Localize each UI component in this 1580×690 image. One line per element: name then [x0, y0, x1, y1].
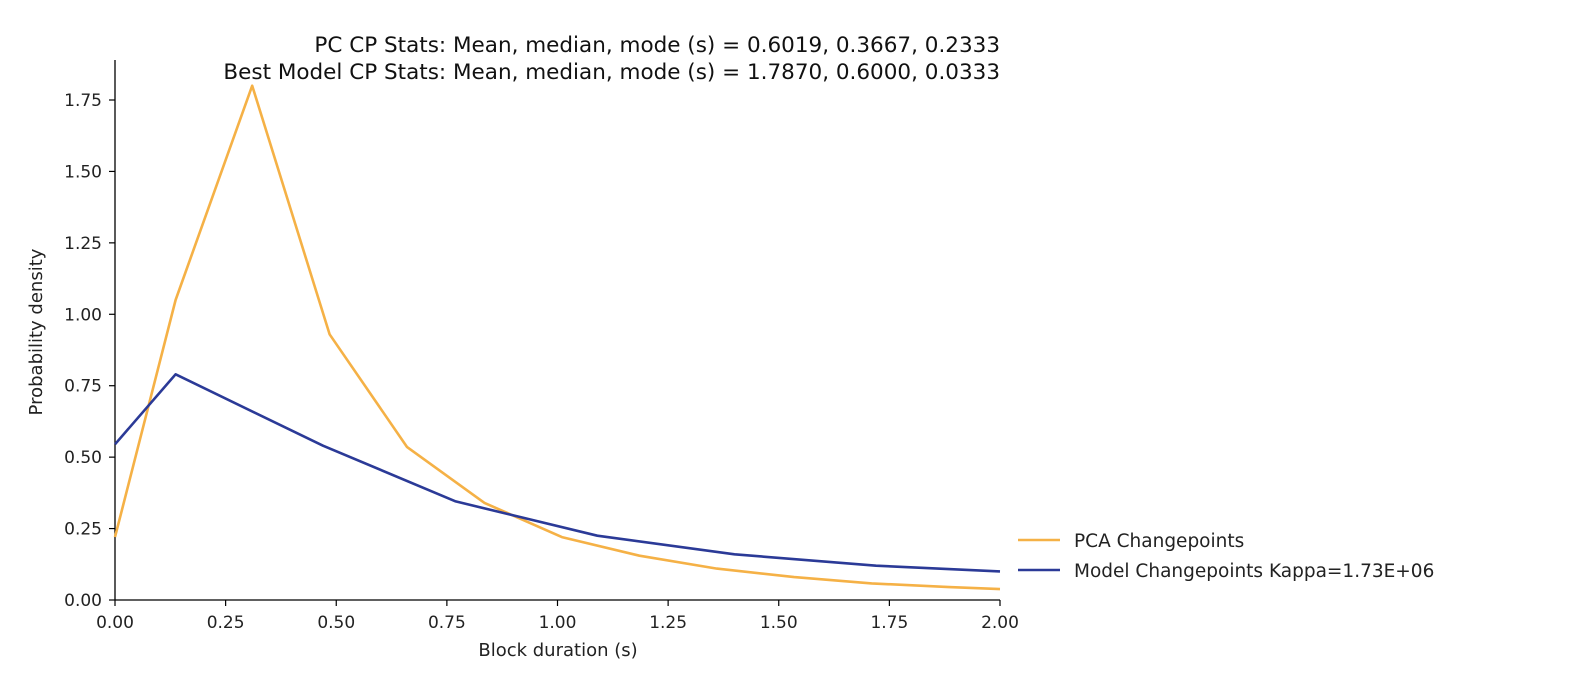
x-tick-label: 1.75 [870, 613, 908, 633]
x-tick-label: 0.25 [207, 613, 245, 633]
x-tick-label: 0.50 [317, 613, 355, 633]
x-tick-label: 0.75 [428, 613, 466, 633]
series-line-2 [114, 372, 1001, 573]
x-tick-label: 1.00 [539, 613, 577, 633]
y-axis-label: Probability density [26, 248, 47, 415]
y-tick-label: 1.00 [64, 305, 102, 325]
y-tick-label: 1.25 [64, 234, 102, 254]
x-tick-label: 0.00 [96, 613, 134, 633]
y-tick-label: 0.50 [64, 448, 102, 468]
y-tick-label: 0.25 [64, 520, 102, 540]
x-tick-label: 2.00 [981, 613, 1019, 633]
title-line-2: Best Model CP Stats: Mean, median, mode … [223, 60, 1000, 85]
y-tick-label: 0.00 [64, 591, 102, 611]
title-line-1: PC CP Stats: Mean, median, mode (s) = 0.… [314, 33, 1000, 58]
chart-title: PC CP Stats: Mean, median, mode (s) = 0.… [223, 33, 1000, 85]
y-tick-label: 0.75 [64, 377, 102, 397]
legend-label-1: PCA Changepoints [1074, 531, 1244, 552]
legend: PCA Changepoints Model Changepoints Kappa… [1018, 531, 1434, 582]
y-tick-label: 1.50 [64, 162, 102, 182]
y-tick-label: 1.75 [64, 91, 102, 111]
legend-label-2: Model Changepoints Kappa=1.73E+06 [1074, 561, 1434, 582]
x-axis-label: Block duration (s) [478, 640, 637, 661]
plot-area: 0.00 0.25 0.50 0.75 1.00 1.25 1.50 1.75 2.00 0.00… [64, 60, 1019, 633]
x-tick-label: 1.50 [760, 613, 798, 633]
series-line-1 [113, 84, 1001, 591]
x-tick-label: 1.25 [649, 613, 687, 633]
